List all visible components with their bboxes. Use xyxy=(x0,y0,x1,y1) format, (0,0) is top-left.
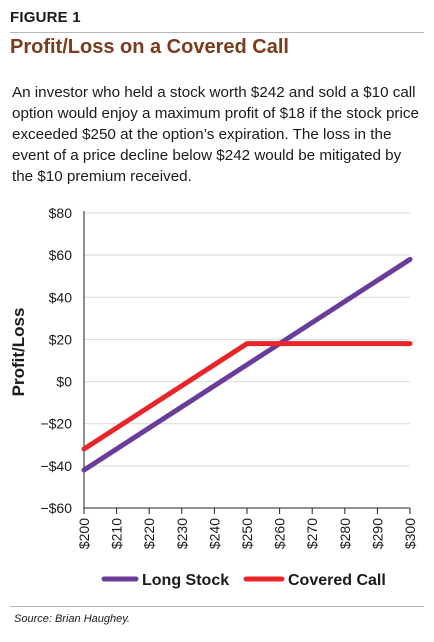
y-axis-label: Profit/Loss xyxy=(9,308,28,397)
source-note: Source: Brian Haughey. xyxy=(14,613,130,625)
x-tick-label: $270 xyxy=(304,518,320,549)
y-tick-label: −$20 xyxy=(40,416,72,432)
x-tick-label: $280 xyxy=(337,518,353,549)
y-tick-labels: $80 $60 $40 $20 $0 −$20 −$40 −$60 xyxy=(40,205,72,516)
y-tick-label: $0 xyxy=(56,374,72,390)
x-tick-label: $240 xyxy=(206,518,222,549)
x-tick-label: $300 xyxy=(402,518,418,549)
y-tick-label: $60 xyxy=(49,247,73,263)
legend: Long Stock Covered Call xyxy=(101,572,386,589)
header-divider xyxy=(10,32,424,33)
series-covered-call-line xyxy=(81,341,413,452)
y-tick-label: $20 xyxy=(49,331,73,347)
x-tick-label: $210 xyxy=(109,518,125,549)
figure-label: FIGURE 1 xyxy=(10,9,81,26)
legend-covered-call-label: Covered Call xyxy=(288,572,386,589)
x-tick-label: $260 xyxy=(272,518,288,549)
source-divider xyxy=(10,606,424,607)
x-tick-label: $220 xyxy=(141,518,157,549)
y-tick-label: $80 xyxy=(49,205,73,221)
chart-svg: $80$60$40$20$0−$20−$40−$60 $200 $210 $220 $… xyxy=(9,205,418,589)
series-lines xyxy=(81,256,413,473)
chart-caption: An investor who held a stock worth $242 … xyxy=(12,84,419,185)
x-tick-label: $250 xyxy=(239,518,255,549)
legend-long-stock-label: Long Stock xyxy=(142,572,229,589)
x-tick-label: $200 xyxy=(76,518,92,549)
axes xyxy=(83,211,411,514)
x-tick-labels: $200 $210 $220 $230 $240 $250 $260 $270 $280 $290… xyxy=(76,518,418,549)
x-tick-label: $230 xyxy=(174,518,190,549)
x-tick-label: $290 xyxy=(369,518,385,549)
grid-lines xyxy=(84,212,410,467)
y-tick-label: $40 xyxy=(49,289,73,305)
y-tick-label: −$40 xyxy=(40,458,72,474)
y-tick-label: −$60 xyxy=(40,500,72,516)
series-long-stock-line xyxy=(81,256,413,473)
chart-title: Profit/Loss on a Covered Call xyxy=(10,36,289,58)
